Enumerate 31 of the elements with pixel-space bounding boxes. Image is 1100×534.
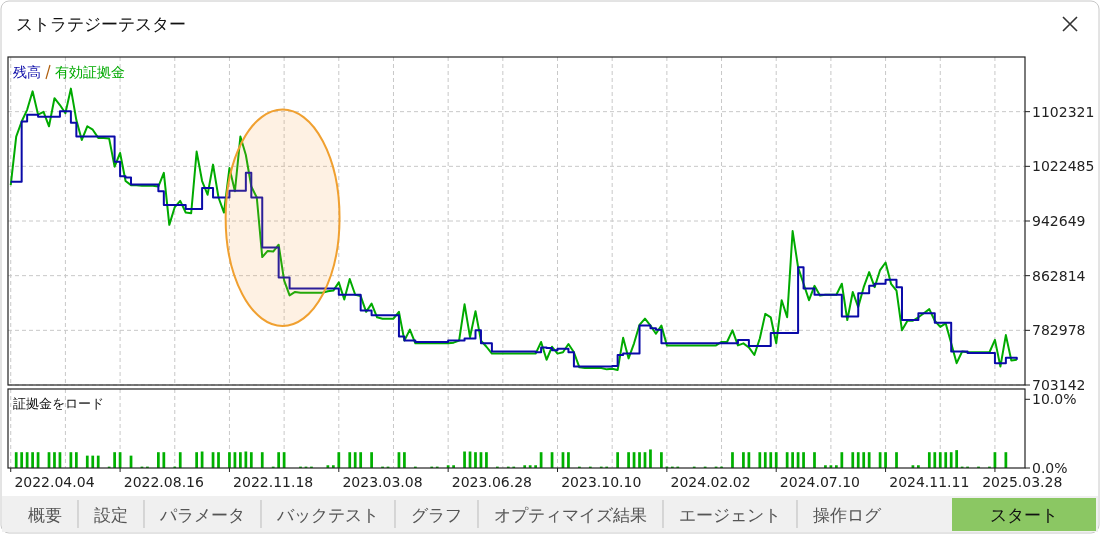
y-tick-label: 782978 xyxy=(1032,322,1086,339)
y-tick-label: 10.0% xyxy=(1032,391,1077,408)
text: 概要 xyxy=(28,505,62,525)
y-tick-label: 0.0% xyxy=(1032,460,1068,476)
x-tick-label: 2025.03.28 xyxy=(982,474,1063,490)
text: スタート xyxy=(990,505,1058,525)
text: 残高 xyxy=(13,64,41,80)
x-tick-label: 2023.10.10 xyxy=(561,474,642,490)
text: パラメータ xyxy=(159,505,245,525)
x-tick-label: 2022.08.16 xyxy=(123,474,204,490)
x-tick-label: 2024.02.02 xyxy=(670,474,751,490)
y-tick-label: 942649 xyxy=(1032,213,1086,229)
text: グラフ xyxy=(411,505,462,525)
x-tick-label: 2024.07.10 xyxy=(779,474,861,490)
y-tick-label: 703142 xyxy=(1032,377,1086,393)
x-tick-label: 2022.04.04 xyxy=(14,474,95,490)
chart-title: ストラテジーテスター xyxy=(16,14,186,34)
y-tick-label: 1102321 xyxy=(1032,103,1095,120)
text: 証拠金をロード xyxy=(13,396,104,411)
y-tick-label: 862814 xyxy=(1032,267,1086,284)
text: 設定 xyxy=(94,505,128,525)
x-tick-label: 2022.11.18 xyxy=(233,474,314,490)
x-tick-label: 2023.03.08 xyxy=(342,474,423,490)
text: オプティマイズ結果 xyxy=(494,505,647,525)
text: 操作ログ xyxy=(813,505,882,525)
text: バックテスト xyxy=(276,505,379,525)
x-tick-label: 2024.11.11 xyxy=(889,474,970,490)
series-label: 有効証拠金 xyxy=(55,64,125,80)
text: エージェント xyxy=(679,505,781,525)
y-tick-label: 1022485 xyxy=(1032,158,1095,175)
x-tick-label: 2023.06.28 xyxy=(451,474,532,490)
